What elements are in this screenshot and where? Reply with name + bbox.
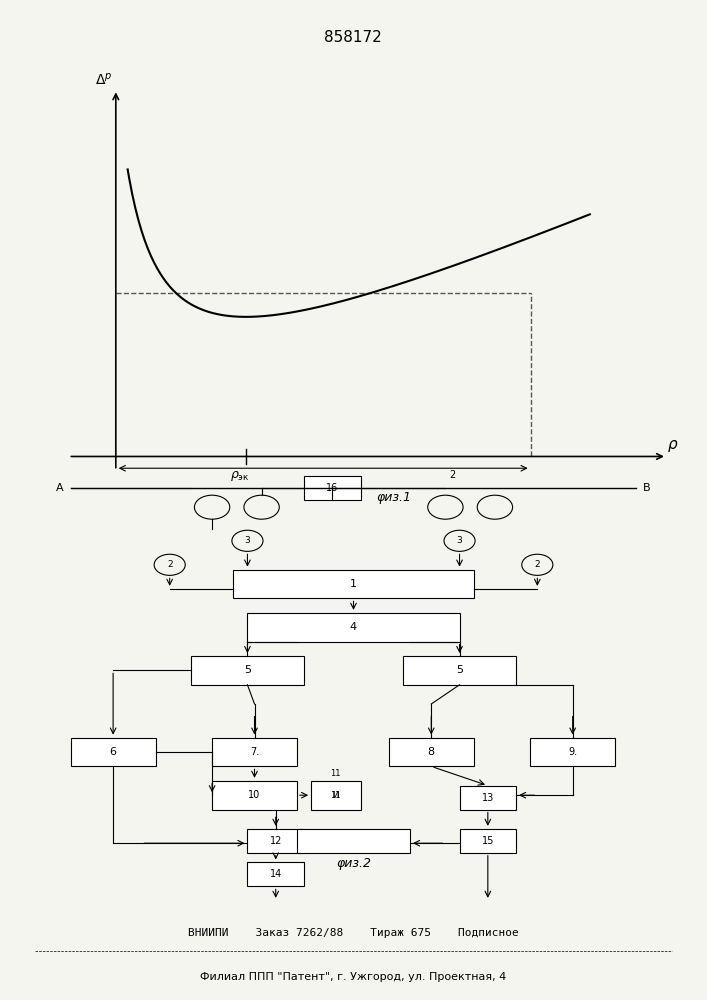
FancyBboxPatch shape bbox=[311, 781, 361, 810]
FancyBboxPatch shape bbox=[191, 656, 304, 685]
Text: $\rho$: $\rho$ bbox=[667, 438, 679, 454]
FancyBboxPatch shape bbox=[304, 476, 361, 500]
Text: 13: 13 bbox=[481, 793, 494, 803]
FancyBboxPatch shape bbox=[212, 738, 297, 766]
Text: A: A bbox=[56, 483, 64, 493]
FancyBboxPatch shape bbox=[247, 829, 304, 853]
FancyBboxPatch shape bbox=[233, 570, 474, 598]
Text: 2: 2 bbox=[534, 560, 540, 569]
Text: 11: 11 bbox=[331, 791, 341, 800]
Text: 4: 4 bbox=[350, 622, 357, 632]
FancyBboxPatch shape bbox=[297, 829, 410, 853]
FancyBboxPatch shape bbox=[71, 738, 156, 766]
Text: 7.: 7. bbox=[250, 747, 259, 757]
FancyBboxPatch shape bbox=[247, 613, 460, 642]
Text: И: И bbox=[332, 791, 339, 800]
Text: 8: 8 bbox=[428, 747, 435, 757]
Text: 5: 5 bbox=[456, 665, 463, 675]
FancyBboxPatch shape bbox=[212, 781, 297, 810]
Text: ВНИИПИ    Заказ 7262/88    Тираж 675    Подписное: ВНИИПИ Заказ 7262/88 Тираж 675 Подписное bbox=[188, 928, 519, 938]
FancyBboxPatch shape bbox=[460, 786, 516, 810]
Text: 11: 11 bbox=[331, 769, 341, 778]
FancyBboxPatch shape bbox=[403, 656, 516, 685]
FancyBboxPatch shape bbox=[530, 738, 615, 766]
Text: 2: 2 bbox=[450, 470, 455, 480]
Text: 15: 15 bbox=[481, 836, 494, 846]
Text: $2\rho_{\rm \mathsf{эк}}$: $2\rho_{\rm \mathsf{эк}}$ bbox=[310, 476, 337, 492]
FancyBboxPatch shape bbox=[247, 862, 304, 886]
Text: Филиал ППП "Патент", г. Ужгород, ул. Проектная, 4: Филиал ППП "Патент", г. Ужгород, ул. Про… bbox=[200, 972, 507, 982]
Text: B: B bbox=[643, 483, 651, 493]
FancyBboxPatch shape bbox=[460, 829, 516, 853]
FancyBboxPatch shape bbox=[389, 738, 474, 766]
Text: 10: 10 bbox=[248, 790, 261, 800]
Text: 16: 16 bbox=[326, 483, 339, 493]
Text: φиз.1: φиз.1 bbox=[377, 491, 411, 504]
Text: $\Delta^p$: $\Delta^p$ bbox=[95, 72, 112, 88]
Text: $\rho_{\rm \mathsf{эк}}$: $\rho_{\rm \mathsf{эк}}$ bbox=[230, 469, 250, 483]
Text: 2: 2 bbox=[167, 560, 173, 569]
Text: φиз.2: φиз.2 bbox=[336, 857, 371, 870]
Text: 14: 14 bbox=[269, 869, 282, 879]
Text: 1: 1 bbox=[350, 579, 357, 589]
Text: 5: 5 bbox=[244, 665, 251, 675]
Text: 858172: 858172 bbox=[324, 30, 382, 45]
Text: 6: 6 bbox=[110, 747, 117, 757]
Text: 9.: 9. bbox=[568, 747, 577, 757]
Text: 12: 12 bbox=[269, 836, 282, 846]
Text: 3: 3 bbox=[457, 536, 462, 545]
Text: 3: 3 bbox=[245, 536, 250, 545]
